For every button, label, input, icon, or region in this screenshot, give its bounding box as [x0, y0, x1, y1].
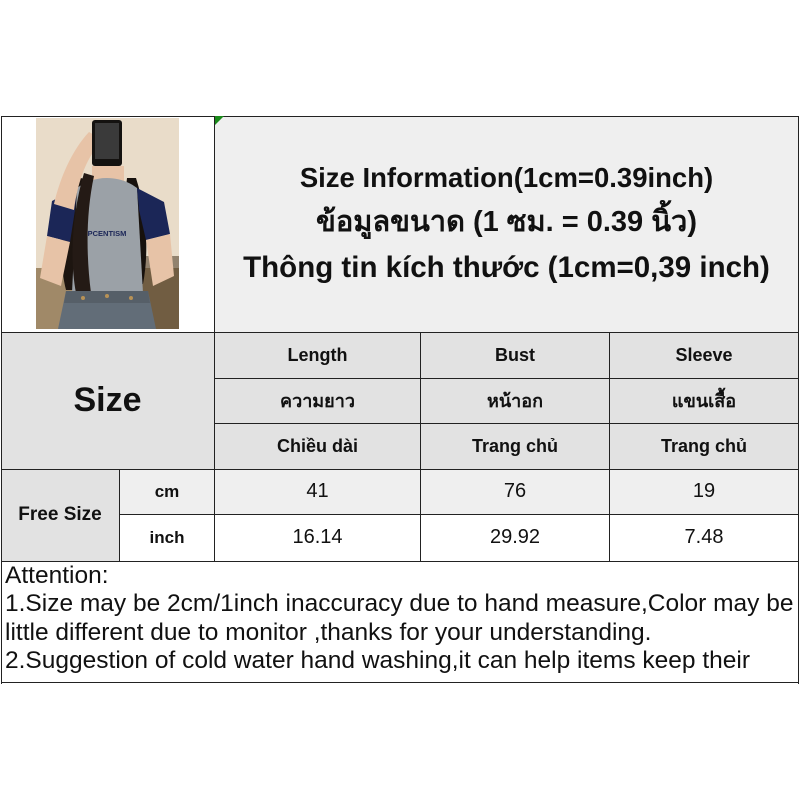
svg-text:PCENTISM: PCENTISM — [88, 229, 127, 238]
